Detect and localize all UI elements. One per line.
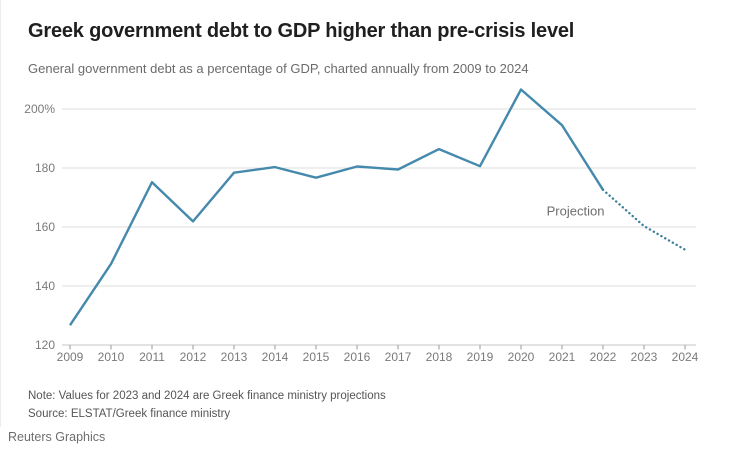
x-axis-tick-label: 2023 — [631, 350, 658, 364]
x-axis-tick-label: 2013 — [221, 350, 248, 364]
reuters-graphics-credit: Reuters Graphics — [8, 430, 106, 444]
x-axis-tick-label: 2014 — [262, 350, 289, 364]
x-axis-tick-label: 2016 — [344, 350, 371, 364]
y-axis-tick-label: 140 — [35, 279, 55, 293]
chart-subtitle: General government debt as a percentage … — [28, 61, 529, 76]
x-axis-tick-label: 2017 — [385, 350, 412, 364]
x-axis-tick-label: 2019 — [467, 350, 494, 364]
x-axis-tick-label: 2010 — [98, 350, 125, 364]
x-axis-tick-label: 2012 — [180, 350, 207, 364]
chart-note: Note: Values for 2023 and 2024 are Greek… — [28, 390, 386, 402]
y-axis-tick-label: 200% — [24, 102, 55, 116]
chart-source: Source: ELSTAT/Greek finance ministry — [28, 408, 231, 420]
line-chart: 120 140 160 180 200% 2009 2010 2011 2012 2013 2014… — [0, 80, 734, 385]
x-axis-tick-label: 2009 — [57, 350, 84, 364]
x-axis-tick-label: 2021 — [549, 350, 576, 364]
y-axis-tick-label: 160 — [35, 220, 55, 234]
x-axis-tick-label: 2024 — [672, 350, 699, 364]
debt-to-gdp-line-chart: 120 140 160 180 200% 2009 2010 2011 2012 2013 2014… — [24, 88, 699, 364]
x-axis-tick-label: 2020 — [508, 350, 535, 364]
y-axis-tick-label: 180 — [35, 161, 55, 175]
y-axis-tick-label: 120 — [35, 338, 55, 352]
x-axis-tick-label: 2018 — [426, 350, 453, 364]
x-axis-tick-label: 2011 — [139, 350, 165, 364]
card-left-border — [0, 0, 1, 427]
x-axis-tick-label: 2015 — [303, 350, 330, 364]
debt-line-series — [69, 88, 605, 326]
projection-line-series — [601, 188, 687, 251]
x-axis-tick-label: 2022 — [590, 350, 617, 364]
chart-title: Greek government debt to GDP higher than… — [28, 20, 575, 43]
projection-annotation: Projection — [547, 203, 605, 218]
